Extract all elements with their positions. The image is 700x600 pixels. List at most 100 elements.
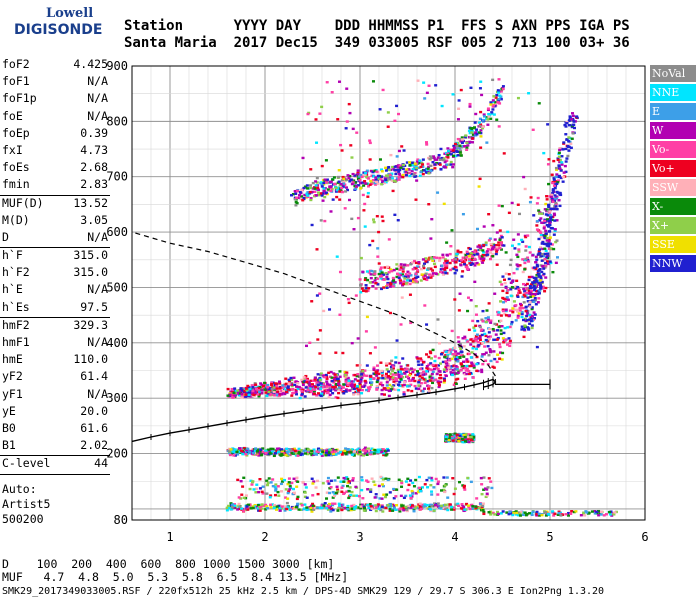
legend-item-vo-: Vo- <box>650 141 696 158</box>
echo-point <box>479 80 483 83</box>
echo-point <box>450 329 454 333</box>
echo-point <box>333 373 337 376</box>
echo-point <box>471 319 475 323</box>
echo-point <box>411 268 415 271</box>
echo-point <box>516 316 520 319</box>
echo-point <box>401 270 405 273</box>
echo-point <box>515 279 519 283</box>
echo-point <box>399 378 403 381</box>
echo-point <box>225 509 229 512</box>
echo-point <box>288 484 292 488</box>
echo-point <box>499 90 503 93</box>
echo-point <box>371 170 375 174</box>
echo-point <box>469 480 473 484</box>
echo-point <box>543 247 547 250</box>
echo-point <box>388 507 392 511</box>
echo-point <box>544 286 548 290</box>
echo-point <box>228 453 232 457</box>
echo-point <box>481 319 485 323</box>
echo-point <box>519 304 523 307</box>
echo-point <box>264 449 268 453</box>
echo-point <box>318 449 322 452</box>
echo-point <box>523 328 527 331</box>
echo-point <box>478 325 482 329</box>
echo-point <box>494 96 498 99</box>
echo-point <box>270 387 274 391</box>
echo-point <box>530 314 534 318</box>
echo-point <box>442 202 446 206</box>
echo-point <box>571 112 575 115</box>
echo-point <box>444 259 448 263</box>
echo-point <box>309 168 313 171</box>
echo-point <box>430 479 434 482</box>
echo-point <box>454 258 458 261</box>
echo-point <box>470 361 474 364</box>
echo-point <box>373 272 377 276</box>
echo-point <box>496 89 500 92</box>
echo-point <box>339 385 343 388</box>
echo-point <box>376 377 380 380</box>
echo-point <box>255 483 259 486</box>
echo-point <box>355 374 359 378</box>
echo-point <box>466 144 470 147</box>
echo-point <box>258 506 262 509</box>
echo-point <box>387 238 391 241</box>
echo-point <box>560 155 564 158</box>
echo-point <box>571 114 575 118</box>
echo-point <box>351 172 355 176</box>
echo-point <box>253 382 257 385</box>
echo-point <box>362 505 366 508</box>
echo-point <box>315 194 319 197</box>
echo-point <box>536 279 540 282</box>
x-tick-label: 1 <box>166 530 173 544</box>
echo-point <box>350 380 354 383</box>
echo-point <box>445 476 449 479</box>
echo-point <box>548 221 552 224</box>
echo-point <box>409 479 413 482</box>
echo-point <box>461 337 465 340</box>
echo-point <box>538 279 542 282</box>
echo-point <box>363 449 367 453</box>
echo-point <box>375 215 379 218</box>
echo-point <box>395 168 399 172</box>
echo-point <box>245 388 249 392</box>
echo-point <box>551 191 555 195</box>
echo-point <box>537 275 541 278</box>
echo-point <box>430 156 434 160</box>
param-value: 61.4 <box>80 369 108 384</box>
echo-point <box>337 391 341 395</box>
echo-point <box>254 447 258 450</box>
echo-point <box>442 506 446 510</box>
echo-point <box>289 376 293 380</box>
echo-point <box>461 138 465 141</box>
echo-point <box>537 283 541 286</box>
echo-point <box>529 295 533 298</box>
echo-point <box>286 491 290 495</box>
echo-point <box>570 118 574 121</box>
echo-point <box>539 236 543 239</box>
echo-point <box>567 136 571 139</box>
echo-point <box>479 246 483 250</box>
echo-point <box>432 509 436 512</box>
echo-point <box>267 388 271 391</box>
echo-point <box>398 370 402 373</box>
echo-point <box>381 384 385 387</box>
echo-point <box>372 452 376 455</box>
echo-point <box>265 492 269 495</box>
echo-point <box>484 317 488 320</box>
echo-point <box>568 124 572 127</box>
echo-point <box>402 506 406 510</box>
echo-point <box>569 146 573 150</box>
echo-point <box>352 450 356 453</box>
echo-point <box>444 507 448 511</box>
echo-point <box>368 243 372 247</box>
echo-point <box>446 153 450 157</box>
legend-item-nne: NNE <box>650 84 696 101</box>
echo-point <box>507 337 511 340</box>
echo-point <box>231 388 235 391</box>
echo-point <box>541 265 545 268</box>
echo-point <box>293 197 297 201</box>
echo-point <box>397 172 401 176</box>
echo-point <box>309 186 313 190</box>
echo-point <box>399 480 403 483</box>
